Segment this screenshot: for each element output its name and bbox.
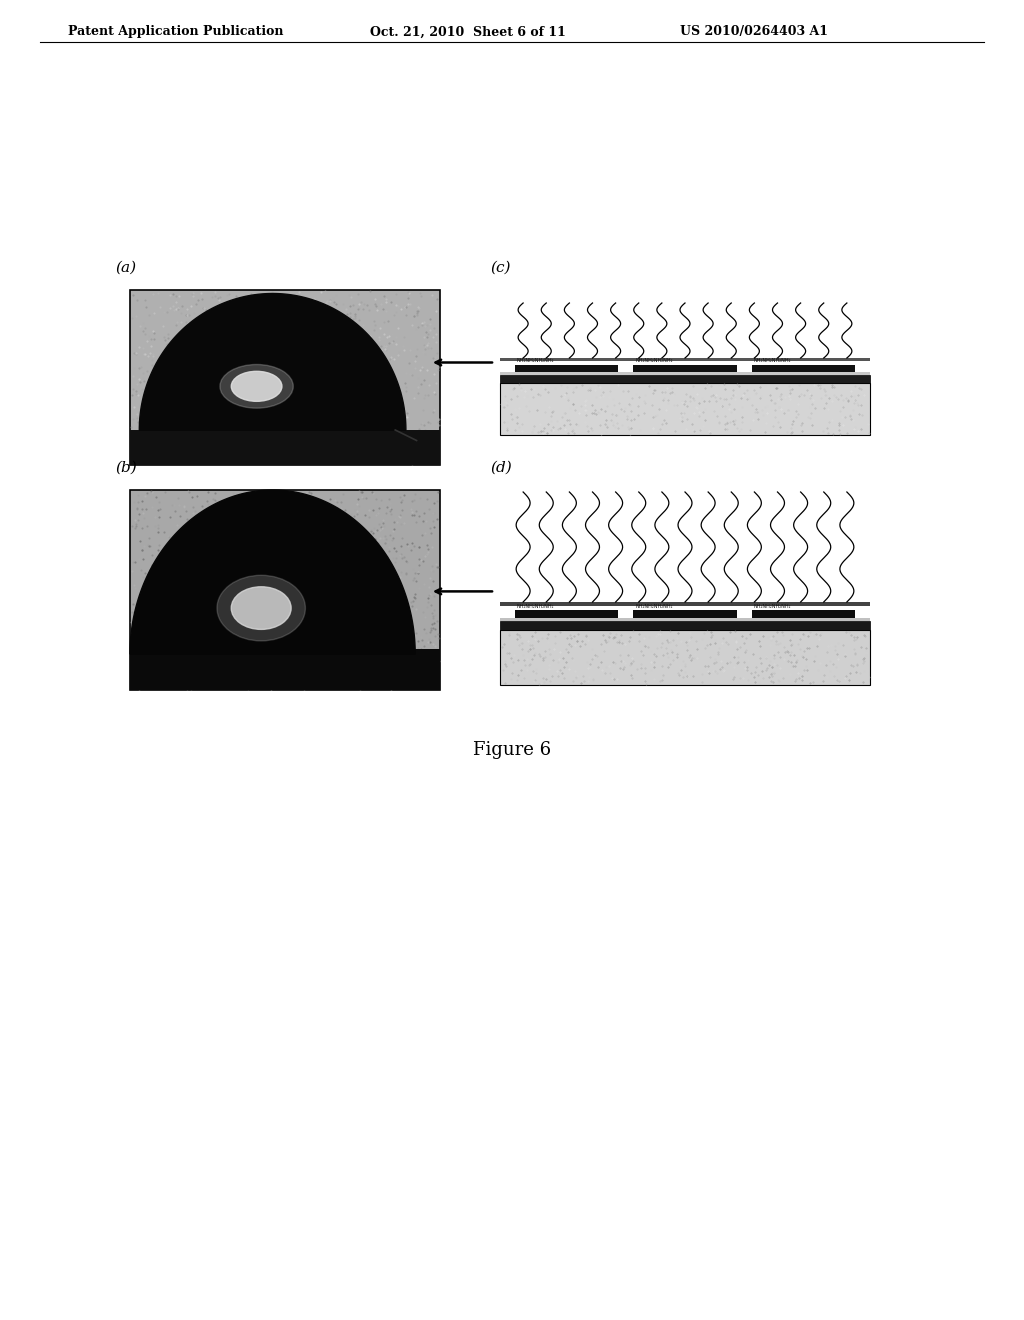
Bar — [752, 610, 855, 618]
Text: (c): (c) — [490, 261, 511, 275]
Ellipse shape — [231, 587, 291, 630]
Text: NH₂NH₂NH₂NH₂: NH₂NH₂NH₂NH₂ — [754, 359, 792, 363]
Bar — [500, 602, 870, 606]
Text: NH₂NH₂NH₂NH₂: NH₂NH₂NH₂NH₂ — [517, 603, 554, 609]
Bar — [500, 383, 870, 436]
Bar — [130, 290, 440, 465]
Ellipse shape — [217, 576, 305, 642]
Text: Oct. 21, 2010  Sheet 6 of 11: Oct. 21, 2010 Sheet 6 of 11 — [370, 25, 566, 38]
Polygon shape — [139, 293, 406, 430]
Bar — [130, 430, 440, 465]
Text: (d): (d) — [490, 461, 512, 475]
Text: (a): (a) — [115, 261, 136, 275]
Bar — [500, 375, 870, 383]
Text: (b): (b) — [115, 461, 137, 475]
Text: US 2010/0264403 A1: US 2010/0264403 A1 — [680, 25, 828, 38]
Bar — [130, 649, 440, 690]
Bar — [633, 366, 737, 372]
Bar — [500, 618, 870, 620]
Text: NH₂NH₂NH₂NH₂: NH₂NH₂NH₂NH₂ — [754, 603, 792, 609]
Text: NH₂NH₂NH₂NH₂: NH₂NH₂NH₂NH₂ — [517, 359, 554, 363]
Bar — [130, 490, 440, 690]
Bar — [500, 620, 870, 630]
Text: NH₂NH₂NH₂NH₂: NH₂NH₂NH₂NH₂ — [635, 359, 673, 363]
Text: Figure 6: Figure 6 — [473, 741, 551, 759]
Polygon shape — [130, 490, 415, 653]
Text: NH₂NH₂NH₂NH₂: NH₂NH₂NH₂NH₂ — [635, 603, 673, 609]
Ellipse shape — [231, 371, 282, 401]
Bar — [752, 366, 855, 372]
Bar — [633, 610, 737, 618]
Bar — [500, 630, 870, 685]
Bar — [500, 358, 870, 360]
Bar — [515, 610, 618, 618]
Bar — [515, 366, 618, 372]
Bar — [500, 372, 870, 375]
Ellipse shape — [220, 364, 293, 408]
Text: Patent Application Publication: Patent Application Publication — [68, 25, 284, 38]
